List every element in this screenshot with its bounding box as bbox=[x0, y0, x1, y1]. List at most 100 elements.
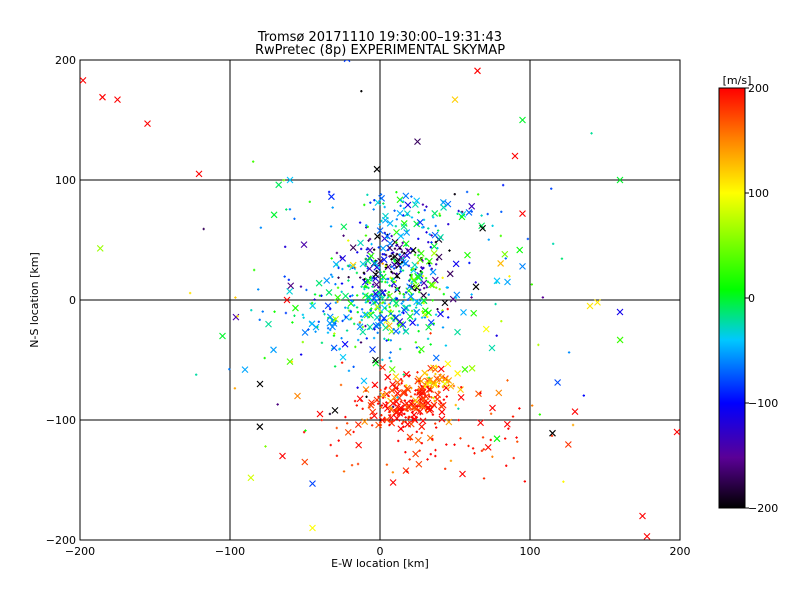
data-point-plus bbox=[335, 251, 339, 255]
data-point-plus bbox=[421, 203, 425, 206]
data-point-cross bbox=[424, 380, 432, 388]
data-point-cross bbox=[356, 395, 364, 403]
data-point-cross bbox=[482, 325, 490, 333]
data-point-plus bbox=[408, 374, 411, 377]
data-point-cross bbox=[402, 260, 410, 267]
data-point-plus bbox=[551, 242, 555, 246]
data-point-cross bbox=[356, 323, 364, 331]
data-point-plus bbox=[381, 358, 384, 361]
data-point-plus bbox=[424, 276, 428, 280]
data-point-plus bbox=[385, 401, 388, 404]
data-point-plus bbox=[422, 301, 425, 305]
data-point-plus bbox=[301, 313, 305, 317]
data-point-plus bbox=[407, 415, 410, 419]
data-point-cross bbox=[412, 282, 420, 290]
data-point-plus bbox=[403, 399, 407, 402]
data-point-plus bbox=[411, 399, 414, 402]
data-point-plus bbox=[397, 310, 401, 313]
data-point-plus bbox=[392, 251, 395, 254]
data-point-plus bbox=[454, 403, 457, 407]
data-point-plus bbox=[389, 339, 393, 342]
data-point-plus bbox=[344, 415, 347, 419]
data-point-plus bbox=[541, 296, 545, 299]
data-point-plus bbox=[326, 327, 330, 330]
data-point-plus bbox=[313, 293, 317, 296]
data-point-plus bbox=[340, 282, 344, 285]
data-point-cross bbox=[454, 328, 461, 336]
data-point-plus bbox=[344, 315, 347, 319]
data-point-plus bbox=[322, 310, 325, 313]
data-point-cross bbox=[360, 377, 368, 385]
data-point-plus bbox=[327, 190, 331, 194]
data-point-cross bbox=[373, 396, 381, 404]
data-point-plus bbox=[391, 271, 395, 275]
data-point-cross bbox=[340, 223, 348, 231]
data-point-plus bbox=[340, 337, 343, 340]
data-point-plus bbox=[333, 365, 337, 368]
data-point-cross bbox=[301, 458, 309, 466]
data-point-cross bbox=[396, 210, 404, 217]
data-point-plus bbox=[349, 317, 352, 321]
data-point-plus bbox=[368, 301, 372, 304]
data-point-cross bbox=[594, 299, 601, 306]
data-point-plus bbox=[366, 225, 370, 229]
data-point-plus bbox=[382, 292, 385, 295]
data-point-plus bbox=[384, 253, 388, 257]
data-point-plus bbox=[518, 407, 521, 410]
data-point-cross bbox=[386, 219, 394, 227]
data-point-plus bbox=[512, 456, 515, 460]
data-point-plus bbox=[434, 313, 438, 316]
data-point-plus bbox=[418, 405, 422, 408]
data-point-plus bbox=[383, 302, 387, 305]
data-point-cross bbox=[385, 322, 393, 330]
data-point-plus bbox=[352, 430, 355, 434]
data-point-plus bbox=[409, 438, 412, 441]
data-point-cross bbox=[367, 252, 375, 260]
data-point-plus bbox=[349, 310, 353, 314]
data-point-plus bbox=[441, 386, 445, 389]
data-point-cross bbox=[438, 408, 446, 416]
data-point-cross bbox=[387, 414, 395, 422]
data-point-plus bbox=[418, 449, 421, 452]
data-point-plus bbox=[470, 296, 473, 299]
data-point-plus bbox=[353, 322, 356, 326]
data-point-plus bbox=[523, 480, 527, 483]
data-point-cross bbox=[334, 294, 342, 301]
data-point-plus bbox=[414, 389, 417, 392]
data-point-plus bbox=[392, 280, 395, 284]
data-point-plus bbox=[410, 275, 413, 278]
data-point-plus bbox=[314, 330, 317, 333]
data-point-cross bbox=[416, 256, 424, 264]
data-point-cross bbox=[379, 244, 387, 252]
data-point-plus bbox=[410, 297, 413, 301]
data-point-plus bbox=[380, 219, 383, 223]
data-point-plus bbox=[293, 217, 296, 221]
data-point-cross bbox=[382, 324, 390, 332]
data-point-plus bbox=[360, 90, 363, 93]
data-point-plus bbox=[402, 207, 406, 210]
data-point-plus bbox=[381, 253, 384, 256]
data-point-plus bbox=[511, 415, 515, 418]
data-point-plus bbox=[401, 269, 405, 272]
data-point-plus bbox=[399, 265, 402, 269]
data-point-plus bbox=[284, 311, 288, 315]
data-point-cross bbox=[372, 290, 380, 298]
data-point-plus bbox=[410, 280, 414, 284]
data-point-plus bbox=[364, 284, 367, 287]
data-point-plus bbox=[371, 285, 374, 288]
data-point-cross bbox=[354, 421, 362, 428]
data-point-cross bbox=[475, 390, 482, 398]
data-point-cross bbox=[406, 283, 413, 291]
data-point-cross bbox=[519, 263, 526, 270]
data-point-plus bbox=[397, 439, 400, 443]
data-point-plus bbox=[393, 299, 396, 302]
data-point-plus bbox=[442, 292, 446, 296]
data-point-plus bbox=[481, 436, 485, 439]
data-point-cross bbox=[414, 138, 421, 145]
data-point-cross bbox=[430, 242, 438, 250]
data-point-plus bbox=[420, 431, 423, 435]
data-point-plus bbox=[367, 239, 370, 242]
data-point-cross bbox=[479, 224, 487, 232]
data-point-plus bbox=[378, 424, 382, 427]
data-point-plus bbox=[353, 304, 356, 307]
